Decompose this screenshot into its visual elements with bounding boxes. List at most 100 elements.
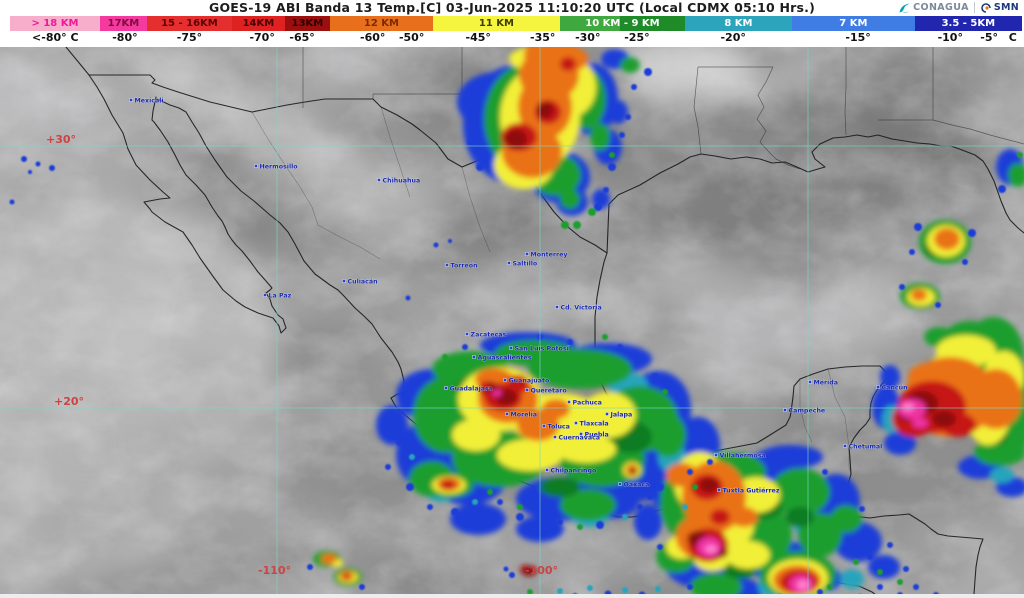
city-label: Cd. Victoria (561, 304, 602, 311)
temperature-tick: -25° (624, 31, 650, 44)
coordinate-label: -100° (525, 564, 558, 577)
city-label: Chilpancingo (551, 467, 598, 474)
temperature-tick: -15° (845, 31, 871, 44)
city-marker-icon (574, 421, 578, 425)
city-label: Mérida (814, 378, 839, 386)
city-marker-icon (509, 346, 513, 350)
state-borders (302, 47, 1024, 170)
legend-band: 15 - 16KM (146, 16, 232, 31)
temperature-tick: -65° (289, 31, 315, 44)
legend-band: > 18 KM (10, 16, 100, 31)
legend-band: 14KM (231, 16, 285, 31)
city-label: Oaxaca (624, 481, 650, 488)
city-label: Jalapa (610, 411, 633, 418)
city-marker-icon (542, 424, 546, 428)
legend-band: 8 KM (684, 16, 792, 31)
grid-lines (0, 47, 1024, 594)
city-label: Guadalajara (450, 385, 493, 392)
city-label: Toluca (548, 423, 570, 430)
city-marker-icon (876, 385, 880, 389)
city-marker-icon (525, 252, 529, 256)
smn-label: SMN (993, 2, 1019, 13)
conagua-water-icon (899, 3, 911, 13)
city-marker-icon (555, 305, 559, 309)
city-label: San Luis Potosí (515, 344, 570, 352)
coordinate-label: -110° (258, 564, 291, 577)
city-label: Chihuahua (383, 177, 421, 184)
temperature-tick: -60° (360, 31, 386, 44)
city-label: Tuxtla Gutiérrez (723, 486, 780, 494)
city-label: Morelia (511, 411, 538, 418)
city-marker-icon (618, 482, 622, 486)
city-label: La Paz (269, 292, 292, 299)
city-marker-icon (472, 355, 476, 359)
temperature-tick: -20° (720, 31, 746, 44)
smn-swirl-icon (981, 2, 991, 13)
city-marker-icon (129, 98, 133, 102)
altitude-color-legend: > 18 KM 17KM 15 - 16KM 14KM 13KM 12 KM 11 KM 10… (10, 16, 1022, 31)
city-label: Pachuca (573, 399, 602, 406)
legend-band: 12 KM (329, 16, 433, 31)
city-marker-icon (525, 388, 529, 392)
temperature-tick: <-80° C (32, 31, 79, 44)
page-title: GOES-19 ABI Banda 13 Temp.[C] 03-Jun-202… (208, 0, 816, 15)
city-label: Torreón (451, 261, 478, 269)
city-marker-icon (505, 412, 509, 416)
city-marker-icon (444, 386, 448, 390)
city-label: Guanajuato (509, 377, 551, 384)
city-marker-icon (843, 444, 847, 448)
city-marker-icon (445, 263, 449, 267)
city-label: Aguascalientes (478, 354, 532, 361)
header: GOES-19 ABI Banda 13 Temp.[C] 03-Jun-202… (0, 0, 1024, 16)
city-label: Campeche (789, 407, 826, 414)
temperature-tick: -45° (465, 31, 491, 44)
temperature-tick: -5° (980, 31, 999, 44)
satellite-map: Mexicali Hermosillo Chihuahua Monterrey Salt… (0, 47, 1024, 594)
legend-band: 11 KM (432, 16, 560, 31)
legend-band: 17KM (99, 16, 147, 31)
city-label: Cuernavaca (559, 434, 601, 441)
city-marker-icon (605, 412, 609, 416)
storm-speckles (9, 68, 1023, 594)
city-label: Puebla (585, 431, 609, 438)
agency-logos: CONAGUA SMN (898, 1, 1019, 14)
city-marker-icon (717, 488, 721, 492)
conagua-label: CONAGUA (913, 2, 969, 13)
city-marker-icon (465, 332, 469, 336)
city-marker-icon (567, 400, 571, 404)
legend-band: 13KM (284, 16, 330, 31)
coordinate-label: +30° (46, 133, 76, 146)
temperature-scale: <-80° C -80° -75° -70° -65° -60° -50° -45° -35° -… (0, 31, 1024, 47)
legend-band: 10 KM - 9 KM (559, 16, 685, 31)
temperature-tick: -30° (575, 31, 601, 44)
city-marker-icon (263, 293, 267, 297)
city-label: Culiacán (348, 277, 378, 285)
temperature-tick: -10° (937, 31, 963, 44)
storm-layer-pink (705, 403, 914, 590)
city-labels: Mexicali Hermosillo Chihuahua Monterrey Salt… (129, 97, 908, 495)
temperature-tick: -70° (249, 31, 275, 44)
city-marker-icon (714, 453, 718, 457)
city-marker-icon (377, 178, 381, 182)
temperature-tick: C (1008, 31, 1017, 44)
city-label: Chetumal (849, 443, 883, 450)
city-marker-icon (503, 378, 507, 382)
legend-band: 7 KM (791, 16, 915, 31)
city-label: Monterrey (531, 251, 568, 258)
conagua-logo: CONAGUA (898, 2, 969, 14)
city-marker-icon (808, 380, 812, 384)
city-label: Saltillo (513, 260, 538, 267)
coordinate-label: +20° (54, 395, 84, 408)
city-label: Tlaxcala (580, 420, 609, 427)
map-canvas: Mexicali Hermosillo Chihuahua Monterrey Salt… (0, 47, 1024, 594)
storm-cells (313, 47, 1024, 594)
city-marker-icon (545, 468, 549, 472)
city-marker-icon (507, 261, 511, 265)
bottom-strip (0, 594, 1024, 598)
city-marker-icon (342, 279, 346, 283)
temperature-tick: -50° (398, 31, 425, 44)
city-label: Mexicali (135, 97, 164, 104)
city-label: Querétaro (531, 386, 568, 394)
logo-divider (973, 2, 975, 13)
